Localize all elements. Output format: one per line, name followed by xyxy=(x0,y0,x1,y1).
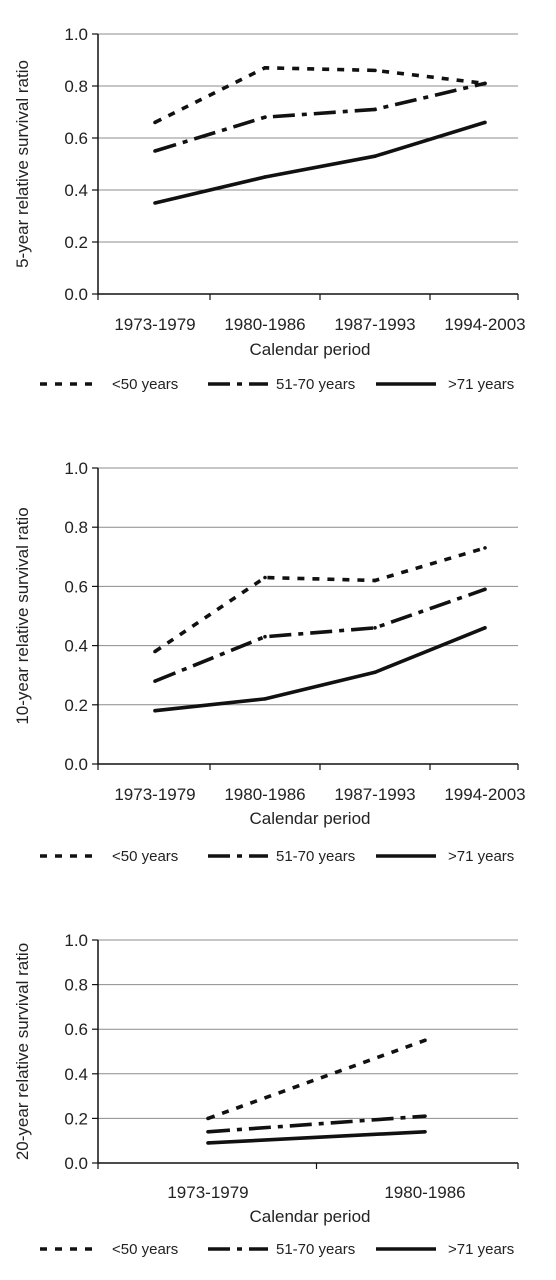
data-point xyxy=(483,546,487,550)
legend-label: <50 years xyxy=(112,848,178,865)
data-point xyxy=(423,1129,427,1134)
series-line xyxy=(154,587,486,683)
x-tick-label: 1980-1986 xyxy=(384,1183,465,1202)
series-line xyxy=(207,1038,426,1121)
data-point xyxy=(373,107,377,112)
data-point xyxy=(373,670,377,675)
y-axis-title: 20-year relative survival ratio xyxy=(13,943,32,1160)
data-point xyxy=(263,66,267,70)
y-tick-label: 0.0 xyxy=(64,1154,88,1173)
y-tick-label: 0.2 xyxy=(64,696,88,715)
x-tick-label: 1987-1993 xyxy=(334,315,415,334)
series-line xyxy=(207,1114,426,1134)
x-tick-label: 1973-1979 xyxy=(114,315,195,334)
y-tick-label: 0.6 xyxy=(64,129,88,148)
series-line xyxy=(154,120,486,205)
legend-label: >71 years xyxy=(448,1241,514,1258)
data-point xyxy=(423,1114,427,1118)
data-point xyxy=(206,1129,210,1134)
legend-label: 51-70 years xyxy=(276,1241,355,1258)
data-point xyxy=(263,175,267,179)
x-axis-title: Calendar period xyxy=(250,1207,371,1226)
x-tick-label: 1987-1993 xyxy=(334,785,415,804)
data-point xyxy=(206,1116,210,1121)
x-tick-label: 1980-1986 xyxy=(224,315,305,334)
data-point xyxy=(483,81,487,86)
legend-label: >71 years xyxy=(448,376,514,393)
data-point xyxy=(153,201,157,205)
series-line xyxy=(207,1129,426,1145)
y-tick-label: 0.4 xyxy=(64,181,88,200)
series-line xyxy=(154,81,486,153)
y-tick-label: 0.8 xyxy=(64,77,88,96)
y-tick-label: 0.4 xyxy=(64,1065,88,1084)
y-axis-title: 5-year relative survival ratio xyxy=(13,60,32,268)
series-line xyxy=(154,66,486,125)
y-tick-label: 0.6 xyxy=(64,577,88,596)
y-tick-label: 0.4 xyxy=(64,637,88,656)
data-point xyxy=(423,1038,427,1043)
y-tick-label: 0.2 xyxy=(64,233,88,252)
data-point xyxy=(483,626,487,630)
x-tick-label: 1994-2003 xyxy=(444,785,525,804)
data-point xyxy=(373,578,377,583)
data-point xyxy=(263,115,267,119)
y-tick-label: 0.8 xyxy=(64,976,88,995)
legend-label: <50 years xyxy=(112,376,178,393)
x-tick-label: 1994-2003 xyxy=(444,315,525,334)
data-point xyxy=(206,1141,210,1145)
y-tick-label: 1.0 xyxy=(64,931,88,950)
data-point xyxy=(153,679,157,683)
data-point xyxy=(373,68,377,73)
series-line xyxy=(154,626,486,713)
legend-label: <50 years xyxy=(112,1241,178,1258)
data-point xyxy=(483,120,487,125)
data-point xyxy=(373,626,377,630)
x-axis-title: Calendar period xyxy=(250,809,371,828)
x-tick-label: 1973-1979 xyxy=(167,1183,248,1202)
data-point xyxy=(263,575,267,580)
y-tick-label: 0.2 xyxy=(64,1109,88,1128)
legend-label: 51-70 years xyxy=(276,376,355,393)
x-axis-title: Calendar period xyxy=(250,340,371,359)
data-point xyxy=(483,587,487,592)
legend-label: >71 years xyxy=(448,848,514,865)
x-tick-label: 1973-1979 xyxy=(114,785,195,804)
data-point xyxy=(263,634,267,639)
y-tick-label: 1.0 xyxy=(64,459,88,478)
y-tick-label: 0.0 xyxy=(64,285,88,304)
y-tick-label: 0.8 xyxy=(64,518,88,537)
y-tick-label: 0.6 xyxy=(64,1020,88,1039)
data-point xyxy=(153,149,157,153)
data-point xyxy=(153,649,157,654)
y-tick-label: 1.0 xyxy=(64,25,88,44)
y-axis-title: 10-year relative survival ratio xyxy=(13,507,32,724)
data-point xyxy=(153,120,157,125)
data-point xyxy=(263,697,267,701)
x-tick-label: 1980-1986 xyxy=(224,785,305,804)
data-point xyxy=(373,154,377,158)
y-tick-label: 0.0 xyxy=(64,755,88,774)
legend-label: 51-70 years xyxy=(276,848,355,865)
data-point xyxy=(153,708,157,713)
series-line xyxy=(153,546,486,654)
